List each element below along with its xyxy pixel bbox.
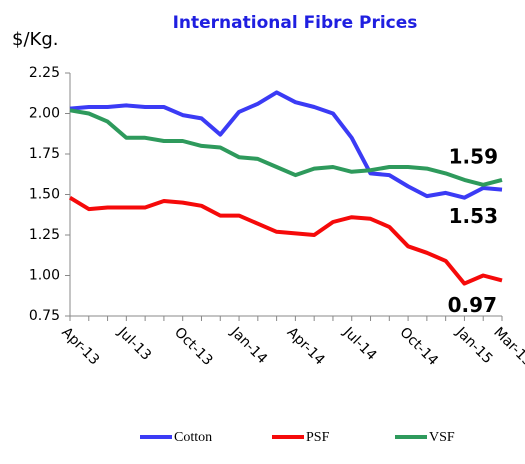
y-tick-label: 1.00 bbox=[29, 268, 60, 284]
x-tick-label: Oct-14 bbox=[396, 324, 441, 369]
y-tick-label: 2.25 bbox=[29, 65, 60, 81]
series-line bbox=[69, 108, 503, 187]
data-label: 1.59 bbox=[449, 144, 498, 168]
y-tick-label: 0.75 bbox=[29, 308, 60, 324]
x-tick-label: Apr-14 bbox=[284, 324, 328, 368]
y-tick-label: 1.25 bbox=[29, 227, 60, 243]
chart-title: International Fibre Prices bbox=[173, 13, 418, 33]
legend-label: Cotton bbox=[174, 430, 212, 445]
y-tick-label: 1.50 bbox=[29, 187, 60, 203]
data-label: 1.53 bbox=[449, 204, 498, 228]
x-tick-label: Oct-13 bbox=[171, 324, 216, 369]
x-tick-label: Jan-15 bbox=[452, 324, 495, 367]
x-tick-label: Apr-13 bbox=[58, 324, 102, 368]
x-tick-label: Jul-14 bbox=[339, 324, 379, 364]
data-label: 0.97 bbox=[448, 293, 497, 317]
x-tick-label: Jan-14 bbox=[227, 324, 271, 368]
x-tick-label: Jul-13 bbox=[114, 324, 154, 364]
y-tick-label: 1.75 bbox=[29, 146, 60, 162]
y-tick-label: 2.00 bbox=[29, 106, 60, 122]
series-line bbox=[68, 195, 503, 286]
y-axis-label: $/Kg. bbox=[12, 29, 58, 50]
x-tick-label: Mar-15 bbox=[490, 324, 525, 370]
legend-label: PSF bbox=[306, 430, 330, 445]
legend-label: VSF bbox=[429, 430, 455, 445]
series-line bbox=[69, 90, 503, 200]
